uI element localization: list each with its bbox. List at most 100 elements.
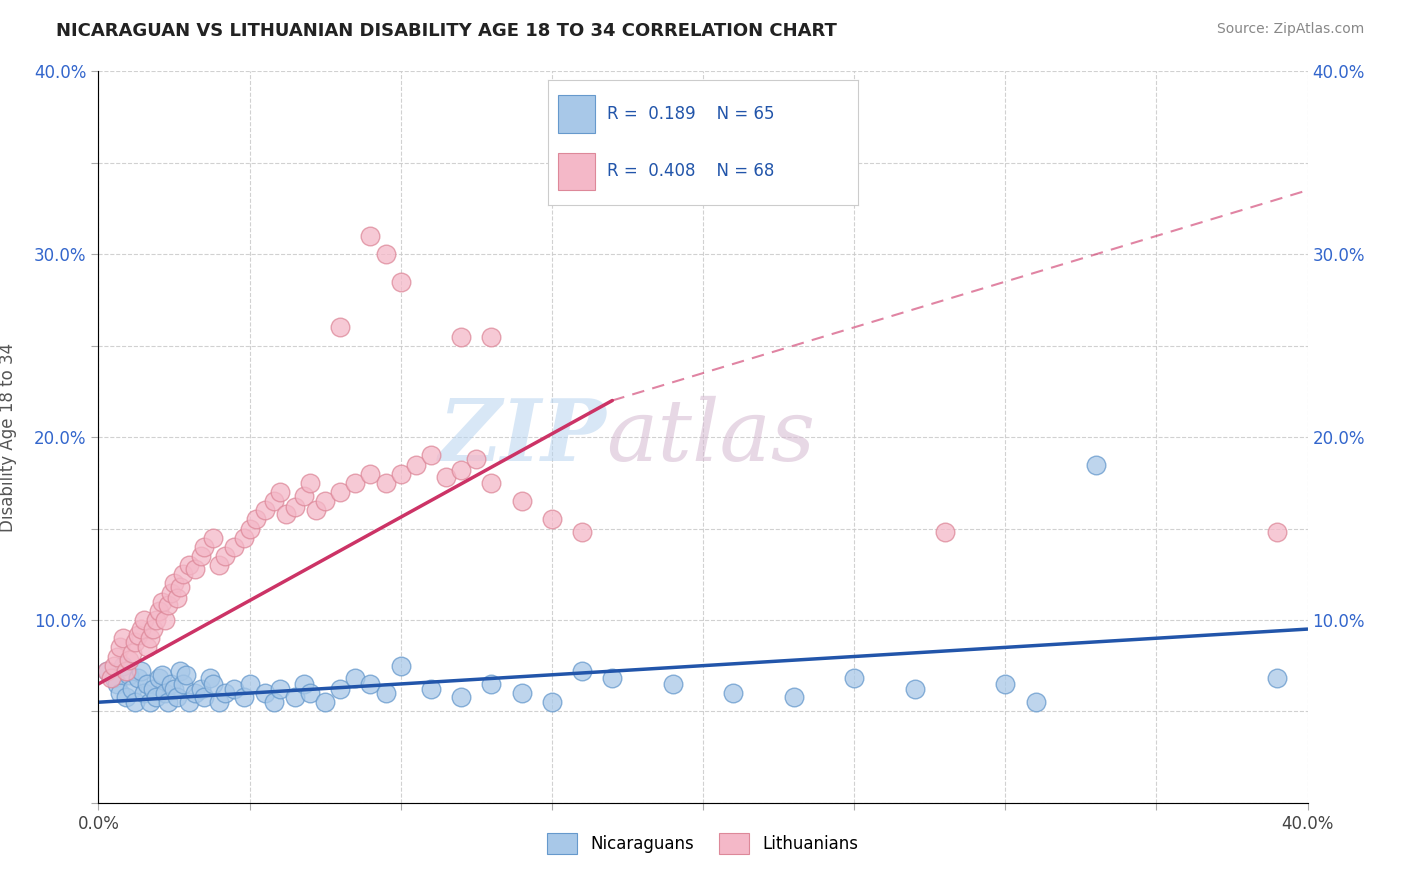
Point: [314, 695, 336, 709]
Point: [224, 682, 246, 697]
Point: [166, 591, 188, 605]
Point: [105, 677, 128, 691]
Point: [111, 632, 134, 646]
Point: [360, 677, 382, 691]
Point: [135, 640, 157, 655]
Point: [96, 664, 118, 678]
Point: [190, 682, 212, 697]
Point: [344, 475, 367, 490]
Point: [1267, 672, 1289, 686]
Point: [481, 329, 503, 343]
Point: [1085, 458, 1108, 472]
Point: [389, 658, 412, 673]
Point: [239, 677, 262, 691]
Point: [100, 672, 122, 686]
Point: [200, 672, 222, 686]
Point: [329, 485, 352, 500]
Point: [166, 690, 188, 704]
Point: [284, 500, 307, 514]
Point: [481, 677, 503, 691]
Point: [292, 677, 315, 691]
Point: [253, 503, 276, 517]
Point: [121, 646, 143, 660]
Point: [153, 613, 176, 627]
Point: [105, 649, 128, 664]
Point: [150, 594, 173, 608]
Point: [389, 467, 412, 481]
Point: [232, 690, 254, 704]
Point: [129, 622, 152, 636]
Point: [150, 667, 173, 681]
Point: [360, 467, 382, 481]
Point: [299, 686, 322, 700]
Point: [163, 576, 186, 591]
Point: [174, 667, 197, 681]
Point: [103, 672, 125, 686]
Point: [103, 658, 125, 673]
Point: [96, 664, 118, 678]
Text: atlas: atlas: [606, 396, 815, 478]
Point: [1267, 525, 1289, 540]
Point: [292, 489, 315, 503]
Point: [172, 677, 194, 691]
Point: [179, 695, 201, 709]
Point: [214, 549, 236, 563]
Point: [145, 690, 167, 704]
Point: [148, 604, 170, 618]
Point: [169, 580, 191, 594]
Y-axis label: Disability Age 18 to 34: Disability Age 18 to 34: [0, 343, 17, 532]
Point: [156, 599, 179, 613]
Point: [232, 531, 254, 545]
Point: [214, 686, 236, 700]
Point: [163, 682, 186, 697]
Point: [129, 664, 152, 678]
Text: R =  0.408    N = 68: R = 0.408 N = 68: [607, 162, 775, 180]
Point: [108, 686, 131, 700]
Point: [934, 525, 956, 540]
Point: [420, 448, 443, 462]
Point: [172, 567, 194, 582]
Point: [540, 512, 562, 526]
Point: [153, 686, 176, 700]
Point: [193, 540, 215, 554]
Point: [481, 475, 503, 490]
Point: [193, 690, 215, 704]
Point: [374, 686, 396, 700]
Point: [145, 613, 167, 627]
Point: [389, 275, 412, 289]
Point: [450, 463, 472, 477]
Point: [284, 690, 307, 704]
Point: [142, 682, 165, 697]
Point: [994, 677, 1017, 691]
Point: [450, 690, 472, 704]
Point: [360, 229, 382, 244]
Point: [156, 695, 179, 709]
Point: [465, 452, 488, 467]
Point: [450, 329, 472, 343]
Point: [208, 558, 231, 573]
Point: [510, 686, 533, 700]
Point: [127, 672, 149, 686]
Point: [602, 672, 624, 686]
Point: [148, 672, 170, 686]
Point: [132, 613, 155, 627]
Text: Source: ZipAtlas.com: Source: ZipAtlas.com: [1216, 22, 1364, 37]
Point: [179, 558, 201, 573]
Point: [305, 503, 328, 517]
Point: [111, 658, 134, 673]
Point: [783, 690, 806, 704]
Point: [844, 672, 866, 686]
Point: [118, 667, 141, 681]
Point: [127, 627, 149, 641]
Point: [124, 635, 146, 649]
Text: R =  0.189    N = 65: R = 0.189 N = 65: [607, 105, 775, 123]
Point: [263, 494, 285, 508]
Point: [139, 695, 162, 709]
Point: [329, 682, 352, 697]
Point: [510, 494, 533, 508]
Point: [202, 531, 225, 545]
Point: [184, 562, 207, 576]
Point: [245, 512, 267, 526]
Point: [169, 664, 191, 678]
Point: [142, 622, 165, 636]
